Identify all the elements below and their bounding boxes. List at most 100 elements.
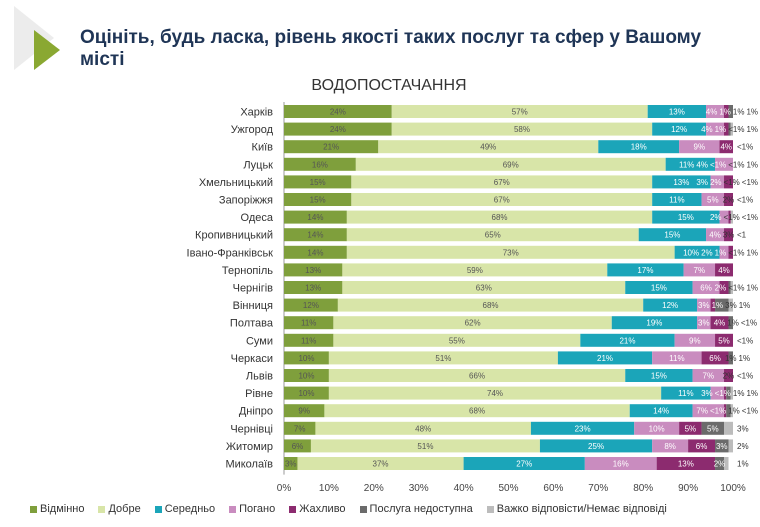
data-label: 67% (494, 178, 510, 187)
data-label-outside: <1% (741, 319, 757, 328)
category-label: Одеса (241, 212, 274, 224)
bar-segment (346, 228, 639, 242)
category-label: Харків (240, 107, 273, 119)
data-label: 25% (588, 442, 604, 451)
data-label-outside: 1% (746, 248, 758, 257)
bar-segment (284, 421, 316, 435)
data-label: 9% (694, 143, 706, 152)
bar-segment (724, 228, 733, 242)
bar-segment (674, 333, 716, 347)
bar-segment (719, 210, 729, 224)
bar-segment (557, 351, 653, 365)
bar-segment (719, 281, 729, 294)
data-label: 4% (706, 108, 718, 117)
bar-segment (284, 316, 334, 330)
data-label: 2% (723, 372, 735, 381)
data-label: 11% (679, 160, 694, 169)
bar-segment (629, 404, 693, 418)
bar-segment (284, 245, 347, 259)
data-label-outside: <1 (737, 231, 747, 240)
data-label: 11% (301, 319, 316, 328)
category-label: Ужгород (231, 124, 274, 136)
bar-segment (539, 439, 653, 453)
legend-item: Добре (98, 503, 141, 515)
data-label: 59% (467, 266, 483, 275)
bar-segment (710, 298, 716, 312)
data-label: 3% (698, 319, 710, 328)
data-label: 2% (701, 248, 713, 257)
bar-segment (688, 439, 716, 453)
data-label: 2% (710, 213, 722, 222)
bar-segment (715, 457, 725, 470)
bar-segment (355, 157, 666, 171)
data-label: 4% (701, 125, 713, 134)
bar-segment (584, 457, 657, 470)
bar-segment (337, 298, 644, 312)
bar-segment (719, 140, 733, 154)
bar-segment (724, 404, 727, 418)
data-label: 4% (718, 266, 730, 275)
legend-swatch (486, 505, 494, 513)
legend-item: Середньо (154, 503, 215, 515)
legend-swatch (154, 505, 162, 513)
bar-segment (598, 140, 680, 154)
bar-segment (661, 386, 711, 400)
bar-segment (728, 316, 733, 330)
data-label: 27% (516, 460, 532, 469)
category-label: Суми (246, 335, 273, 347)
data-label: 3% (716, 442, 728, 451)
data-label: 10% (298, 354, 314, 363)
data-label: 15% (310, 196, 326, 205)
bar-segment (724, 421, 733, 435)
category-label: Чернігів (233, 283, 274, 295)
bar-segment (719, 245, 729, 259)
x-tick-label: 0% (277, 483, 292, 494)
legend-label: Відмінно (40, 503, 85, 515)
bar-segment (710, 386, 725, 400)
bar-segment (715, 263, 733, 277)
category-label: Рівне (245, 388, 273, 400)
data-label: 1% (733, 389, 745, 398)
data-label: 13% (669, 108, 685, 117)
bar-segment (724, 105, 729, 118)
x-tick-label: 80% (633, 483, 653, 494)
bar-segment (463, 457, 585, 470)
data-label: 9% (689, 336, 701, 345)
bar-segment (391, 105, 648, 118)
data-label: 3% (725, 301, 737, 310)
data-label: 66% (469, 372, 485, 381)
data-label: 1% (728, 407, 740, 416)
data-label: 21% (597, 354, 613, 363)
bar-segment (724, 457, 729, 470)
data-label: 3% (698, 301, 710, 310)
data-label-outside: <1% (737, 336, 753, 345)
data-label: 10% (298, 389, 314, 398)
x-tick-label: 50% (498, 483, 518, 494)
bar-segment (284, 210, 347, 224)
data-label: 1% (715, 125, 727, 134)
bar-segment (724, 175, 733, 189)
category-label: Львів (246, 371, 273, 383)
bar-segment (391, 122, 653, 136)
data-label: 6% (292, 442, 304, 451)
bar-segment (284, 404, 325, 418)
bar-segment (726, 404, 731, 418)
category-label: Тернопіль (222, 265, 273, 277)
data-label: 5% (707, 196, 719, 205)
bar-segment (351, 175, 653, 189)
data-label: <1% (728, 125, 744, 134)
x-tick-label: 70% (588, 483, 608, 494)
bar-segment (284, 351, 329, 365)
bar-segment (638, 228, 707, 242)
bar-segment (724, 193, 733, 206)
bar-segment (697, 298, 711, 312)
data-label: 1% (712, 301, 724, 310)
data-label: 21% (619, 336, 635, 345)
data-label: 4% (720, 143, 732, 152)
data-label: 57% (512, 108, 528, 117)
bar-segment (728, 351, 733, 365)
legend-swatch (30, 505, 37, 513)
data-label: 58% (514, 125, 530, 134)
bar-segment (333, 316, 612, 330)
